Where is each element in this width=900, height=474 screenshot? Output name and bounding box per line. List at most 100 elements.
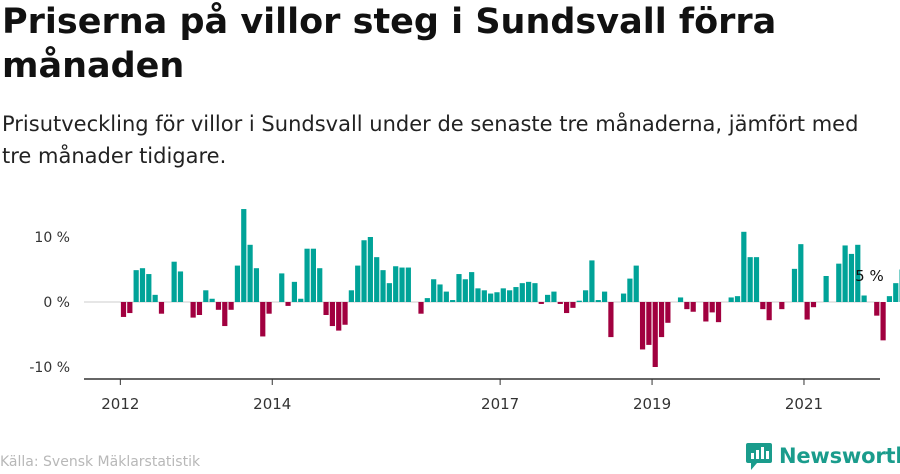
bar: [133, 270, 139, 302]
bar: [310, 248, 316, 302]
bar: [456, 274, 462, 302]
bar: [823, 276, 829, 302]
bar: [222, 302, 228, 327]
bar: [690, 302, 696, 312]
bar: [880, 302, 886, 341]
bar: [374, 257, 380, 302]
brand-logo[interactable]: Newsworthy: [745, 441, 900, 471]
bar: [582, 290, 589, 302]
bar: [532, 283, 538, 302]
bar: [538, 302, 544, 304]
bar: [753, 257, 760, 302]
brand-name: Newsworthy: [779, 444, 900, 468]
bar: [526, 281, 532, 302]
bar: [779, 302, 785, 310]
bar: [171, 261, 177, 302]
bar: [677, 297, 684, 302]
y-tick-label: 0 %: [43, 295, 70, 311]
bar: [437, 284, 443, 302]
bar: [684, 302, 690, 310]
bar: [557, 302, 563, 304]
bar: [120, 302, 127, 317]
bar: [703, 302, 709, 322]
bar: [190, 302, 196, 318]
bar: [431, 279, 437, 302]
bar: [234, 265, 241, 302]
bar: [342, 302, 348, 325]
bar: [519, 283, 525, 302]
bar: [874, 302, 880, 316]
bar: [418, 302, 424, 314]
bar: [791, 268, 798, 302]
bar: [665, 302, 671, 323]
x-tick-label: 2021: [785, 395, 823, 413]
bar: [589, 260, 595, 302]
bar: [488, 293, 494, 302]
bar: [608, 302, 614, 338]
bar: [298, 298, 304, 302]
bar: [279, 273, 285, 302]
bar: [836, 263, 842, 302]
chart-subtitle: Prisutveckling för villor i Sundsvall un…: [2, 112, 859, 168]
bar: [367, 237, 373, 302]
bar: [253, 268, 260, 302]
bar: [709, 302, 715, 313]
bar: [266, 302, 272, 314]
bar: [336, 302, 342, 331]
bar: [601, 291, 608, 302]
bar: [595, 300, 601, 302]
bar: [804, 302, 810, 320]
bar: [500, 288, 506, 302]
bar: [469, 272, 475, 302]
bar: [715, 302, 722, 323]
bar: [620, 293, 627, 302]
bar: [513, 287, 519, 302]
bar: [747, 257, 753, 302]
bar: [241, 209, 247, 302]
y-tick-label: -10 %: [29, 360, 70, 376]
bar: [627, 278, 633, 302]
bar: [842, 245, 848, 302]
bar: [861, 295, 867, 302]
bar: [405, 267, 411, 302]
bar: [348, 290, 354, 302]
bar: [177, 271, 184, 302]
bar: [766, 302, 772, 321]
chart-title: Priserna på villor steg i Sundsvall förr…: [2, 2, 777, 86]
bar: [196, 302, 203, 315]
bar: [152, 294, 158, 302]
bar: [798, 244, 804, 302]
source-note: Källa: Svensk Mäklarstatistik: [0, 454, 201, 470]
bar: [576, 300, 582, 302]
bar: [127, 302, 133, 314]
bar: [886, 296, 893, 302]
bar: [260, 302, 266, 337]
bar: [424, 298, 430, 302]
bar: [893, 283, 899, 302]
bar: [399, 267, 405, 302]
bar: [551, 291, 557, 302]
bar: [215, 302, 222, 310]
bar: [361, 240, 367, 302]
x-tick-label: 2017: [481, 395, 519, 413]
bar: [386, 283, 392, 302]
bar: [633, 265, 639, 302]
value-annotation: 5 %: [855, 267, 884, 285]
bar: [855, 244, 861, 302]
bar: [494, 292, 500, 302]
bar: [760, 302, 766, 310]
bar: [329, 302, 335, 327]
bar: [848, 253, 855, 302]
y-tick-label: 10 %: [34, 230, 70, 246]
bar: [247, 244, 253, 302]
x-tick-label: 2019: [633, 395, 671, 413]
bar: [639, 302, 646, 350]
bar: [158, 302, 165, 314]
bar: [646, 302, 652, 345]
bar: [741, 231, 747, 302]
bar: [481, 290, 487, 302]
bar: [139, 268, 146, 302]
bar: [291, 281, 298, 302]
newsworthy-logo-icon: [746, 443, 772, 470]
